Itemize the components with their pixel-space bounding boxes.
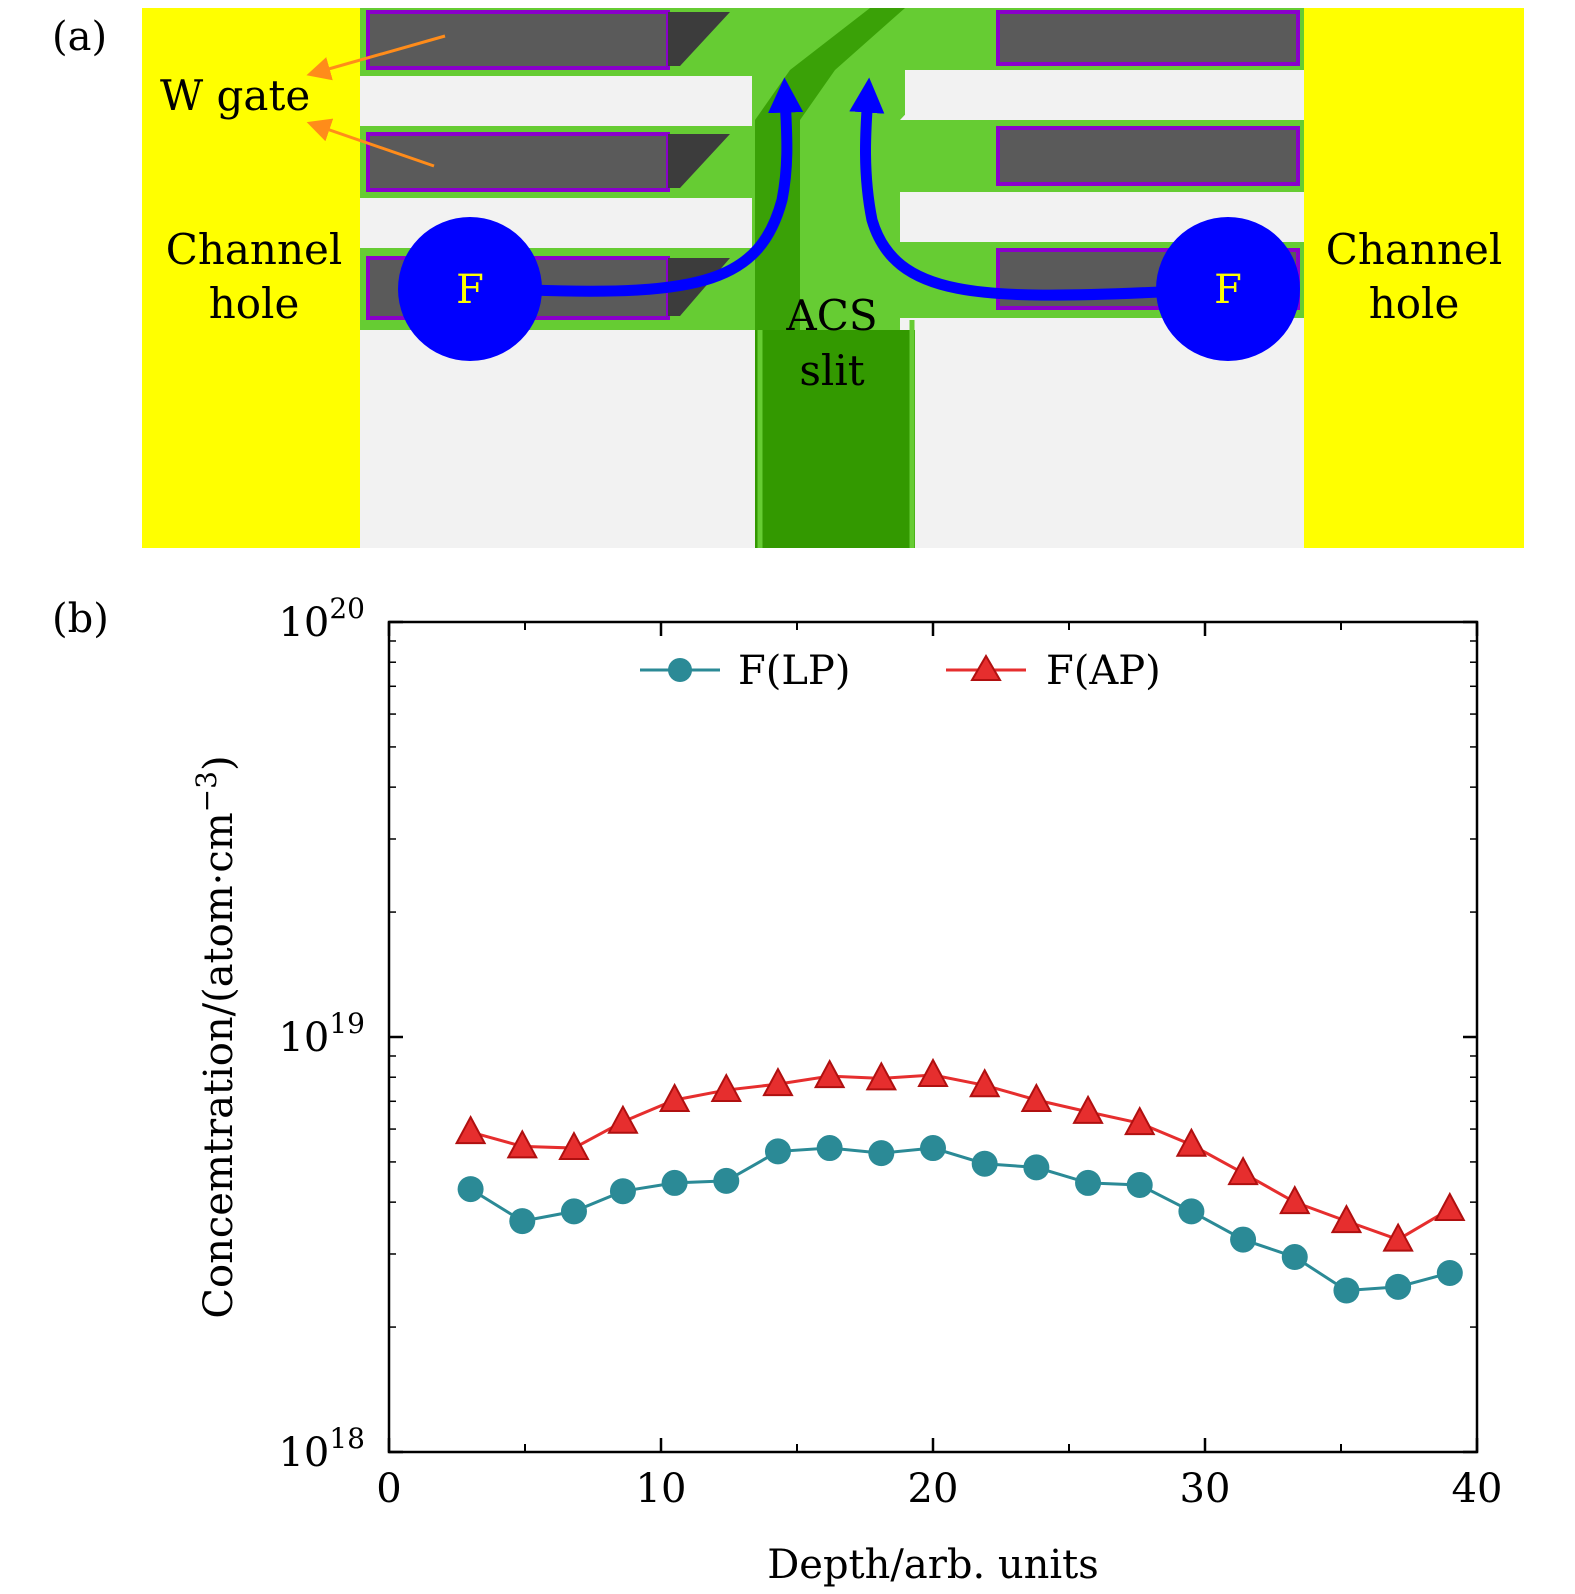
data-point-ap (1330, 1204, 1363, 1234)
left-channel-label-1: Channel (166, 225, 343, 274)
x-tick-label: 20 (908, 1466, 959, 1512)
left-channel-hole (142, 8, 360, 548)
data-point-lp (509, 1208, 536, 1235)
fluorine-right-label: F (1214, 267, 1242, 313)
x-axis-title: Depth/arb. units (767, 1542, 1099, 1588)
y-tick-label: 1020 (278, 592, 365, 646)
data-point-lp (920, 1135, 946, 1162)
right-channel-label-1: Channel (1326, 225, 1503, 274)
data-point-ap (762, 1066, 794, 1097)
data-point-ap (1382, 1222, 1414, 1252)
series-line-ap (470, 1073, 1451, 1242)
right-channel-hole (1304, 8, 1524, 548)
data-point-lp (1023, 1154, 1050, 1181)
data-point-lp (457, 1176, 484, 1203)
legend-label-lp: F(LP) (738, 648, 850, 694)
y-tick-label: 1018 (278, 1422, 365, 1476)
data-point-lp (868, 1140, 895, 1167)
data-point-lp (764, 1138, 791, 1165)
data-point-lp (1333, 1277, 1360, 1304)
data-point-lp (1281, 1244, 1308, 1271)
data-point-ap (1434, 1191, 1466, 1222)
data-point-lp (1436, 1259, 1463, 1286)
legend-marker-lp (668, 658, 692, 682)
legend-marker-ap (970, 654, 1002, 681)
data-point-ap (710, 1072, 742, 1103)
panel-a-diagram: (a) (52, 8, 1524, 548)
data-point-ap (607, 1104, 639, 1134)
data-point-lp (816, 1135, 843, 1162)
data-point-lp (609, 1178, 636, 1205)
data-point-lp (1178, 1198, 1205, 1225)
y-axis-title-main: Concemtration/(atom·cm (196, 812, 242, 1318)
data-point-ap (506, 1129, 538, 1159)
series-layer (454, 1057, 1466, 1304)
data-point-ap (1227, 1155, 1259, 1186)
x-tick-label: 40 (1452, 1466, 1503, 1512)
data-point-ap (558, 1130, 590, 1161)
data-point-ap (1124, 1106, 1156, 1136)
panel-b-label: (b) (52, 596, 109, 642)
fluorine-atom-right (1156, 217, 1300, 361)
data-point-ap (1279, 1185, 1311, 1215)
diffusion-arrow-right (849, 77, 1161, 301)
acs-slit-label-2: slit (799, 346, 864, 395)
data-point-ap (454, 1114, 487, 1145)
diffusion-arrow-left (529, 77, 804, 297)
panel-a-label: (a) (52, 14, 107, 60)
x-tick-label: 30 (1180, 1466, 1231, 1512)
data-point-lp (971, 1150, 998, 1177)
data-point-lp (713, 1167, 740, 1194)
data-point-ap (813, 1058, 846, 1089)
data-point-ap (865, 1061, 897, 1091)
right-channel-label-2: hole (1369, 279, 1460, 328)
data-point-ap (658, 1082, 691, 1113)
y-axis-title-sup: −3 (190, 771, 223, 812)
data-point-lp (1385, 1273, 1412, 1300)
y-axis-title: Concemtration/(atom·cm−3) (190, 755, 242, 1318)
y-axis: 1018 1019 1020 (278, 592, 1477, 1476)
left-channel-label-2: hole (209, 279, 300, 328)
data-point-ap (1020, 1082, 1053, 1113)
data-point-lp (560, 1198, 587, 1225)
x-tick-label: 10 (636, 1466, 687, 1512)
x-tick-label: 0 (376, 1466, 401, 1512)
fluorine-atom-left (398, 217, 542, 361)
slit-lower-dark (755, 330, 915, 548)
data-point-lp (1075, 1169, 1102, 1196)
y-tick-label: 1019 (278, 1007, 365, 1061)
w-gate-label: W gate (160, 71, 310, 120)
data-point-lp (661, 1169, 688, 1196)
acs-slit-label-1: ACS (785, 291, 877, 340)
plot-frame (387, 620, 1479, 1454)
data-point-ap (1175, 1127, 1208, 1157)
data-point-lp (1230, 1226, 1257, 1253)
data-point-lp (1126, 1171, 1153, 1198)
w-gate-pointer-top (306, 34, 446, 81)
y-axis-title-end: ) (196, 755, 242, 771)
w-gate-pointer-bottom (306, 118, 435, 168)
data-point-ap (969, 1068, 1001, 1098)
series-line-lp (469, 1146, 1451, 1293)
legend-label-ap: F(AP) (1046, 648, 1161, 694)
fluorine-left-label: F (456, 267, 484, 313)
x-axis: 0 10 20 30 40 (376, 622, 1502, 1512)
data-point-ap (1072, 1094, 1104, 1124)
legend: F(LP) F(AP) (640, 648, 1161, 694)
data-point-ap (917, 1057, 949, 1087)
